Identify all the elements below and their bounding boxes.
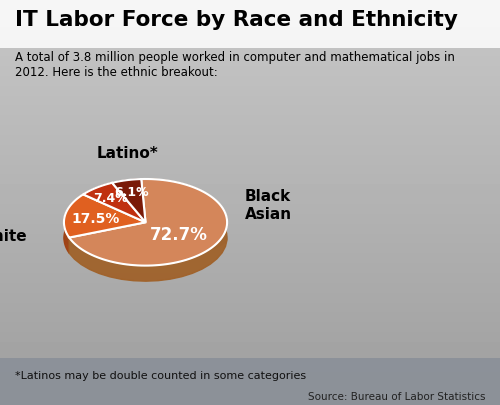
Text: A total of 3.8 million people worked in computer and mathematical jobs in
2012. : A total of 3.8 million people worked in … [15, 51, 455, 79]
Text: White: White [0, 228, 27, 243]
Text: 17.5%: 17.5% [72, 211, 120, 225]
Text: 7.4%: 7.4% [93, 192, 128, 205]
Polygon shape [64, 195, 83, 254]
FancyBboxPatch shape [0, 358, 500, 405]
Polygon shape [112, 179, 142, 199]
Text: 72.7%: 72.7% [150, 225, 208, 243]
Text: 6.1%: 6.1% [114, 186, 149, 199]
Text: IT Labor Force by Race and Ethnicity: IT Labor Force by Race and Ethnicity [15, 10, 458, 30]
Polygon shape [83, 183, 112, 211]
Text: Asian: Asian [245, 207, 292, 222]
Text: *Latinos may be double counted in some categories: *Latinos may be double counted in some c… [15, 371, 306, 381]
FancyBboxPatch shape [0, 0, 500, 49]
Text: Latino*: Latino* [97, 145, 158, 160]
Polygon shape [69, 179, 227, 266]
Polygon shape [69, 179, 227, 281]
Polygon shape [112, 179, 146, 223]
Text: Black: Black [245, 189, 292, 204]
Ellipse shape [64, 219, 227, 258]
Polygon shape [64, 195, 146, 238]
Text: Source: Bureau of Labor Statistics: Source: Bureau of Labor Statistics [308, 391, 485, 401]
Polygon shape [83, 183, 146, 223]
